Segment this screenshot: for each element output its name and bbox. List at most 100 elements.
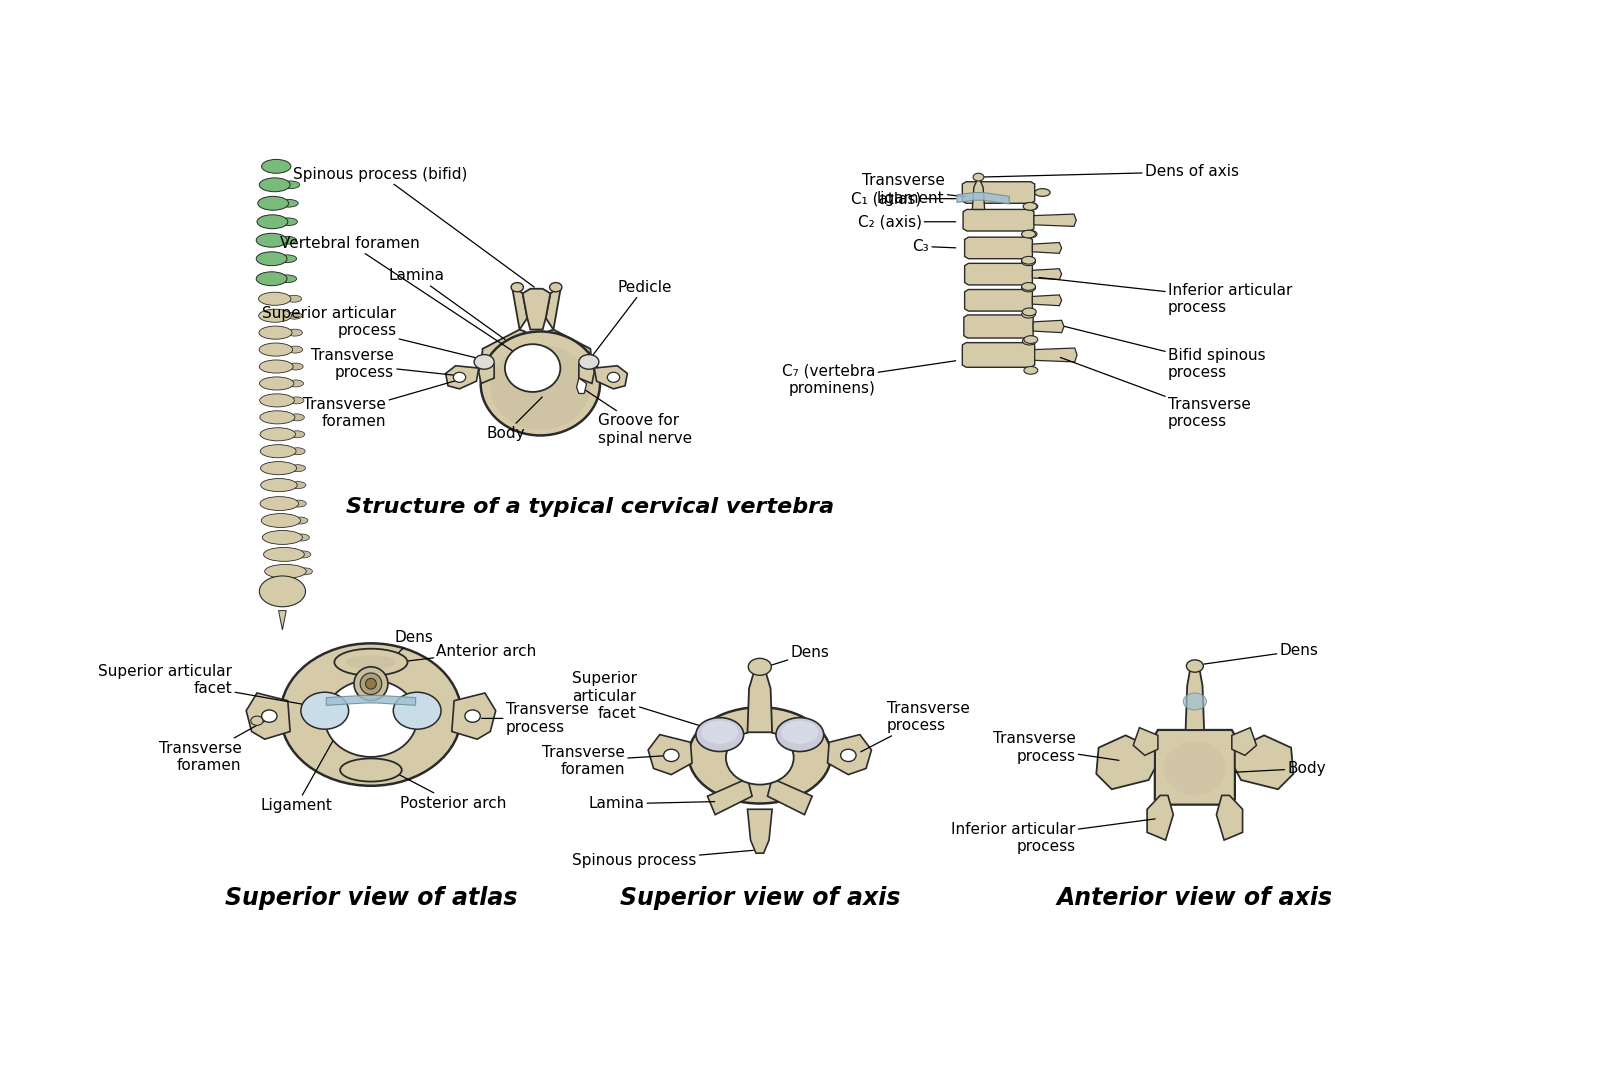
Ellipse shape [1165, 742, 1226, 796]
Polygon shape [1155, 730, 1236, 804]
Text: Transverse
process: Transverse process [311, 348, 458, 381]
Text: Transverse
process: Transverse process [860, 701, 970, 751]
Ellipse shape [258, 215, 288, 229]
Text: C₇ (vertebra
prominens): C₇ (vertebra prominens) [781, 361, 955, 396]
Ellipse shape [287, 329, 303, 336]
Ellipse shape [261, 445, 296, 458]
Ellipse shape [549, 282, 562, 292]
Circle shape [354, 667, 388, 701]
Polygon shape [1097, 735, 1155, 789]
Ellipse shape [261, 461, 296, 474]
Polygon shape [965, 263, 1033, 285]
Polygon shape [1133, 728, 1158, 756]
Text: Spinous process (bifid): Spinous process (bifid) [293, 166, 535, 287]
Ellipse shape [474, 355, 495, 370]
Ellipse shape [490, 345, 590, 430]
Ellipse shape [264, 565, 306, 578]
Ellipse shape [393, 692, 441, 729]
Polygon shape [962, 182, 1034, 204]
Ellipse shape [259, 411, 295, 424]
Ellipse shape [259, 377, 293, 390]
Ellipse shape [748, 659, 772, 675]
Ellipse shape [607, 372, 620, 383]
Polygon shape [965, 290, 1033, 312]
Ellipse shape [1021, 258, 1036, 265]
Ellipse shape [259, 327, 292, 340]
Ellipse shape [701, 721, 738, 744]
Text: Pedicle: Pedicle [591, 279, 672, 358]
Ellipse shape [1023, 308, 1036, 316]
Ellipse shape [1021, 257, 1036, 264]
Ellipse shape [280, 181, 300, 189]
Polygon shape [279, 610, 287, 630]
Polygon shape [1236, 735, 1294, 789]
Polygon shape [748, 665, 772, 732]
Polygon shape [748, 810, 772, 853]
Polygon shape [451, 693, 496, 740]
Polygon shape [828, 734, 872, 775]
Circle shape [361, 673, 382, 694]
Polygon shape [1033, 295, 1062, 306]
Ellipse shape [664, 749, 678, 761]
Ellipse shape [261, 479, 296, 492]
Ellipse shape [1023, 203, 1037, 210]
Ellipse shape [466, 710, 480, 722]
Text: Inferior articular
process: Inferior articular process [950, 819, 1155, 854]
Ellipse shape [259, 497, 298, 511]
Ellipse shape [280, 644, 461, 786]
Ellipse shape [293, 534, 309, 541]
Ellipse shape [1021, 310, 1036, 318]
Ellipse shape [259, 576, 306, 607]
Ellipse shape [301, 692, 348, 729]
Text: Groove for
spinal nerve: Groove for spinal nerve [583, 389, 693, 446]
Ellipse shape [261, 710, 277, 722]
Ellipse shape [259, 343, 293, 356]
Text: Transverse
process: Transverse process [1060, 358, 1250, 429]
Text: Ligament: Ligament [261, 703, 354, 813]
Ellipse shape [258, 196, 288, 210]
Polygon shape [973, 177, 984, 209]
Polygon shape [478, 357, 495, 384]
Ellipse shape [504, 344, 561, 392]
Text: Inferior articular
process: Inferior articular process [1039, 277, 1292, 315]
Polygon shape [962, 343, 1034, 368]
Polygon shape [1033, 243, 1062, 253]
Ellipse shape [256, 272, 287, 286]
Polygon shape [1216, 796, 1242, 840]
Polygon shape [1034, 348, 1078, 362]
Ellipse shape [290, 447, 304, 455]
Ellipse shape [841, 749, 855, 761]
Text: Superior view of atlas: Superior view of atlas [224, 886, 517, 910]
Text: Anterior arch: Anterior arch [401, 644, 536, 662]
Text: Anterior view of axis: Anterior view of axis [1057, 886, 1332, 910]
Ellipse shape [727, 731, 794, 785]
Ellipse shape [277, 254, 296, 263]
Ellipse shape [1025, 335, 1037, 344]
Polygon shape [578, 357, 594, 384]
Polygon shape [648, 734, 693, 775]
Ellipse shape [288, 397, 304, 404]
Text: C₂ (axis): C₂ (axis) [857, 215, 955, 230]
Ellipse shape [288, 414, 304, 420]
Text: Transverse
ligament: Transverse ligament [862, 174, 965, 206]
Ellipse shape [251, 716, 263, 725]
Ellipse shape [293, 517, 308, 524]
Ellipse shape [288, 379, 303, 387]
Ellipse shape [287, 295, 301, 302]
Text: Superior articular
facet: Superior articular facet [98, 664, 324, 708]
Polygon shape [1033, 268, 1062, 279]
Text: Transverse
foramen: Transverse foramen [543, 745, 669, 777]
Ellipse shape [1023, 231, 1037, 238]
Ellipse shape [259, 428, 295, 441]
Text: Transverse
foramen: Transverse foramen [303, 381, 458, 429]
Polygon shape [707, 778, 752, 815]
Text: Spinous process: Spinous process [572, 851, 754, 869]
Ellipse shape [480, 332, 599, 436]
Text: Lamina: Lamina [388, 268, 504, 340]
Ellipse shape [1184, 693, 1207, 710]
Polygon shape [1034, 215, 1076, 226]
Ellipse shape [263, 530, 303, 544]
Text: Dens of axis: Dens of axis [981, 164, 1239, 179]
Polygon shape [482, 330, 525, 365]
Ellipse shape [1186, 660, 1203, 673]
